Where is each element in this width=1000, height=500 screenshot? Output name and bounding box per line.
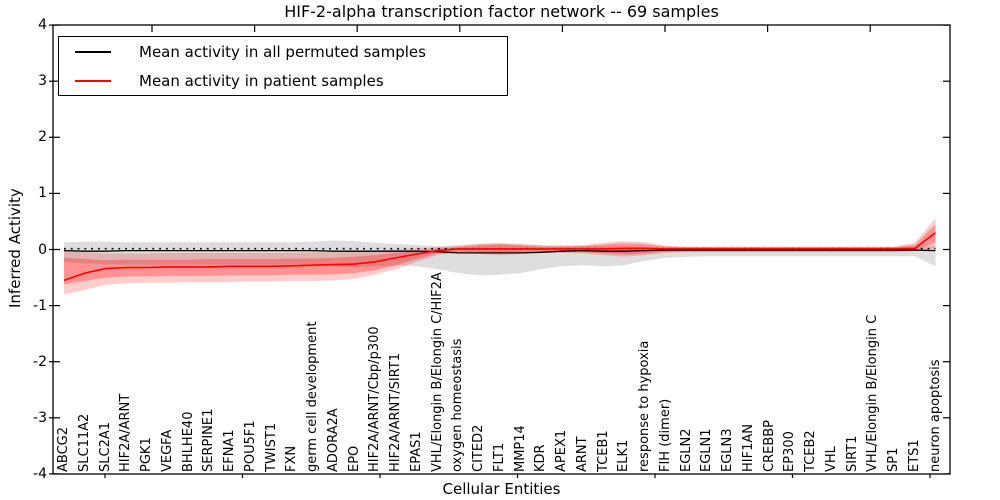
x-tick-label: FIH (dimer)	[657, 398, 673, 472]
x-tick-label: EFNA1	[222, 429, 237, 472]
legend-entry-patient: Mean activity in patient samples	[59, 68, 507, 93]
x-tick-label: VHL/Elongin B/Elongin C/HIF2A	[429, 272, 445, 472]
x-tick-label: VHL	[823, 446, 839, 472]
x-tick-label: TCEB2	[803, 430, 818, 472]
patient-band-inner	[64, 224, 936, 285]
x-tick-label: CREBBP	[761, 420, 777, 472]
x-tick-label: SERPINE1	[201, 408, 217, 472]
permuted-mean-line	[63, 249, 936, 254]
x-tick-label: SIRT1	[844, 435, 860, 472]
legend-label-patient: Mean activity in patient samples	[139, 71, 384, 90]
x-tick-label: VHL/Elongin B/Elongin C	[865, 314, 881, 472]
y-tick-label: 2	[38, 129, 47, 146]
y-tick-label: 0	[38, 241, 47, 258]
chart-title: HIF-2-alpha transcription factor network…	[284, 2, 719, 21]
x-tick-label: SP1	[886, 447, 901, 472]
x-tick-label: BHLHE40	[180, 411, 196, 472]
x-tick-label: neuron apoptosis	[927, 359, 943, 473]
x-tick-label: ADORA2A	[325, 408, 341, 472]
y-tick-label: 1	[38, 185, 47, 202]
x-tick-label: FLT1	[491, 442, 507, 472]
y-tick-label: -1	[33, 297, 47, 314]
x-tick-label: HIF2A/ARNT/Cbp/p300	[367, 326, 383, 472]
x-tick-label: SLC11A2	[76, 413, 92, 472]
x-tick-label: EPAS1	[408, 431, 424, 472]
patient-band-outer	[64, 218, 936, 295]
x-tick-label: CITED2	[471, 424, 486, 472]
x-tick-label: TCEB1	[595, 430, 611, 472]
x-tick-label: ELK1	[616, 439, 632, 472]
x-tick-label: SLC2A1	[97, 421, 113, 472]
x-tick-label: TWIST1	[263, 422, 279, 472]
x-tick-label: ETS1	[906, 439, 922, 472]
patient-mean-line	[63, 232, 936, 282]
x-tick-label: HIF2A/ARNT	[118, 393, 134, 472]
x-axis-label: Cellular Entities	[442, 480, 561, 498]
legend-entry-permuted: Mean activity in all permuted samples	[59, 39, 507, 64]
x-tick-label: VEGFA	[159, 429, 175, 472]
x-tick-label: EGLN1	[699, 428, 715, 472]
legend-label-permuted: Mean activity in all permuted samples	[139, 42, 426, 61]
x-tick-label: ARNT	[574, 436, 590, 472]
x-tick-label: EGLN2	[678, 428, 694, 472]
x-tick-label: HIF2A/ARNT/SIRT1	[388, 353, 403, 472]
patient-line-sample-icon	[75, 79, 111, 82]
x-tick-label: PGK1	[139, 437, 154, 472]
x-tick-label: response to hypoxia	[637, 340, 652, 472]
x-tick-label: APEX1	[554, 429, 569, 472]
y-tick-label: 4	[38, 17, 47, 34]
x-tick-label: germ cell development	[305, 321, 320, 472]
x-tick-label: HIF1AN	[740, 424, 756, 472]
x-tick-label: EGLN3	[720, 428, 735, 472]
y-tick-label: -2	[33, 353, 47, 370]
x-tick-label: ABCG2	[56, 426, 71, 472]
x-tick-label: EPO	[346, 445, 362, 472]
legend-box: Mean activity in all permuted samples Me…	[58, 36, 508, 96]
x-tick-label: EP300	[782, 431, 798, 472]
y-tick-label: -3	[33, 409, 47, 426]
x-tick-label: MMP14	[512, 425, 528, 472]
y-tick-label: 3	[38, 73, 47, 90]
x-tick-label: POU5F1	[242, 420, 258, 472]
permuted-line-sample-icon	[75, 50, 111, 53]
x-tick-label: oxygen homeostasis	[450, 338, 466, 472]
y-tick-label: -4	[33, 465, 47, 482]
x-tick-label: KDR	[533, 444, 549, 472]
x-tick-label: FXN	[284, 445, 300, 472]
